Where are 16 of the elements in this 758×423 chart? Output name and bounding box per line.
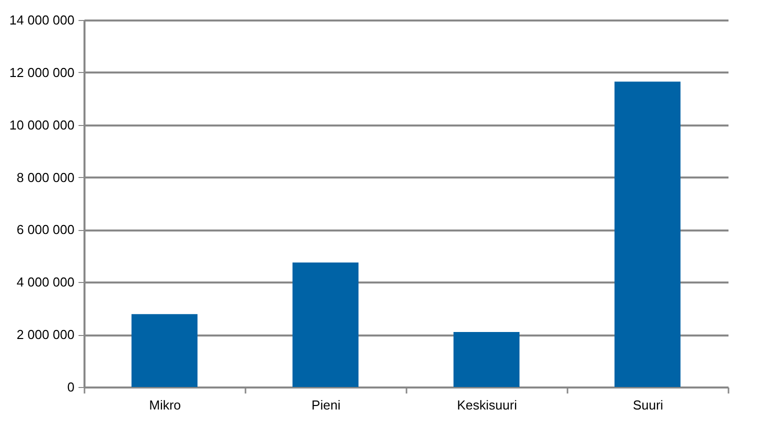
bar: [132, 314, 198, 387]
y-tick-label: 8 000 000: [16, 170, 74, 185]
x-tick-label: Pieni: [312, 398, 341, 412]
bar: [614, 82, 680, 387]
x-tick-label: Suuri: [632, 398, 664, 412]
y-tick-label: 0: [67, 380, 74, 394]
bar: [454, 332, 520, 387]
y-tick-label: 10 000 000: [9, 117, 74, 132]
y-tick-label: 14 000 000: [9, 12, 74, 28]
y-tick-label: 12 000 000: [9, 64, 74, 80]
x-tick-label: Mikro: [149, 398, 181, 412]
y-tick-label: 4 000 000: [16, 274, 74, 290]
y-tick-label: 2 000 000: [16, 327, 74, 342]
bar: [292, 262, 358, 387]
y-tick-label: 6 000 000: [16, 222, 74, 238]
x-tick-label: Keskisuuri: [457, 398, 518, 412]
